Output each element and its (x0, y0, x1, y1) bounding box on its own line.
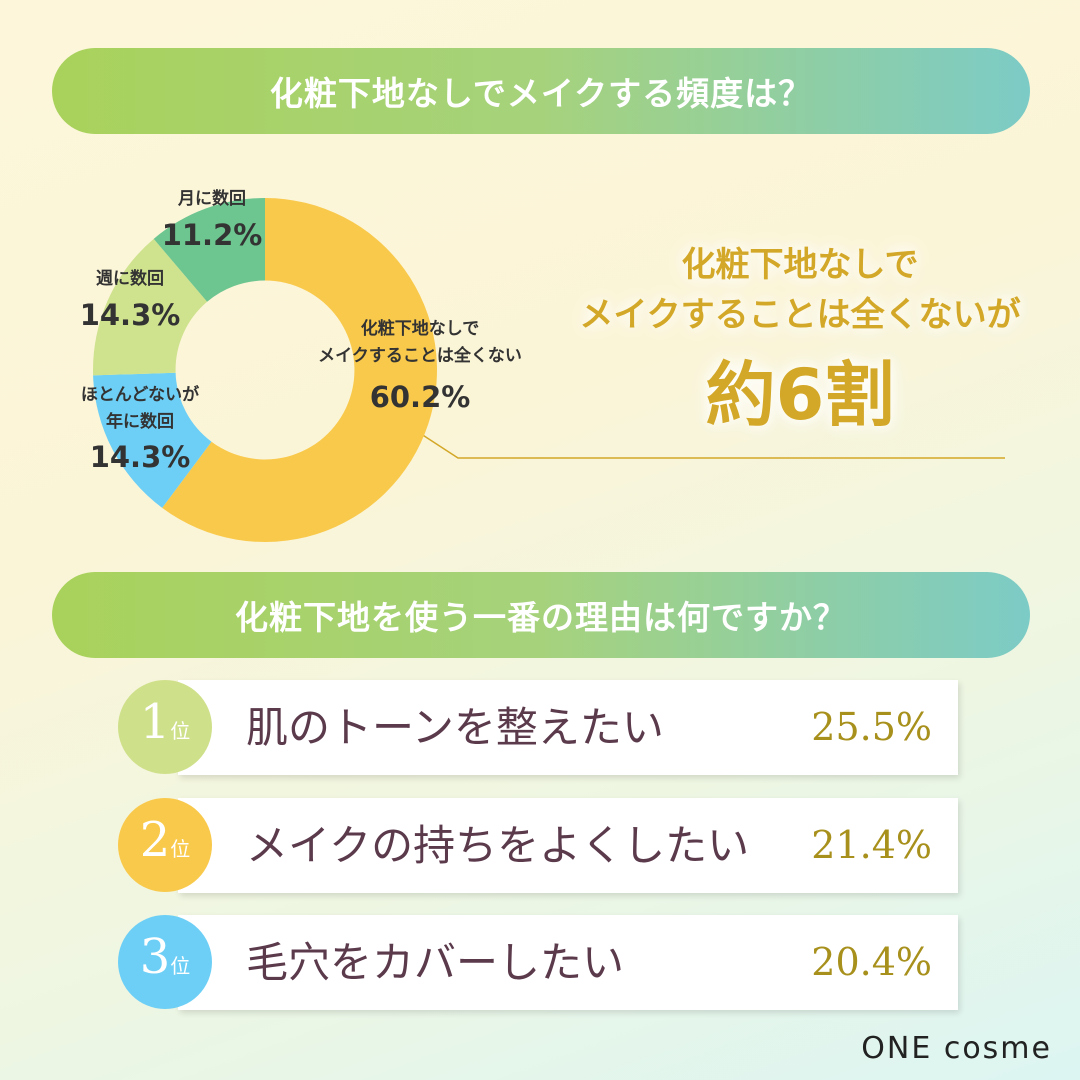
rank-suffix: 位 (170, 836, 191, 861)
rank-suffix: 位 (170, 719, 191, 743)
donut-segment (93, 238, 208, 376)
rank-row: 毛穴をカバーしたい 20.4% (178, 915, 958, 1010)
reason: 毛穴をカバーしたい (246, 938, 625, 987)
reason: メイクの持ちをよくしたい (246, 820, 750, 870)
callout-highlight: 約6割 (705, 354, 895, 436)
header: 化粧下地なしでメイクする頻度は？ (52, 48, 1030, 134)
value-label: 14.3% (79, 298, 181, 332)
rank-row: メイクの持ちをよくしたい 21.4% (178, 797, 958, 893)
rank-number: 3 (139, 929, 171, 985)
value-label: 14.3% (89, 440, 191, 474)
category-label: 月に数回 (178, 189, 246, 209)
rank-row: 肌のトーンを整えたい 25.5% (178, 680, 958, 775)
rank-number: 1 (139, 694, 171, 750)
donut-segment (162, 198, 437, 542)
reason: 肌のトーンを整えたい (246, 703, 664, 752)
percent: 20.4% (811, 940, 932, 984)
header: 化粧下地を使う一番の理由は何ですか？ (52, 572, 1030, 658)
category-label: 週に数回 (96, 269, 164, 289)
donut-segment (93, 372, 212, 508)
value-label: 60.2% (369, 380, 471, 414)
value-label: 11.2% (161, 218, 263, 252)
percent: 21.4% (811, 822, 932, 867)
callout-text: 化粧下地なしで メイクすることは全くないが (579, 245, 1021, 335)
percent: 25.5% (811, 705, 932, 749)
callout-line (414, 429, 1005, 459)
rank-number: 2 (139, 811, 171, 868)
rank-suffix: 位 (170, 954, 191, 978)
category-label: ほとんどないが 年に数回 (80, 385, 200, 432)
category-label: 化粧下地なしで メイクすることは全くない (318, 319, 522, 366)
donut-segment (153, 198, 265, 302)
logo: ONE cosme (861, 1031, 1052, 1066)
